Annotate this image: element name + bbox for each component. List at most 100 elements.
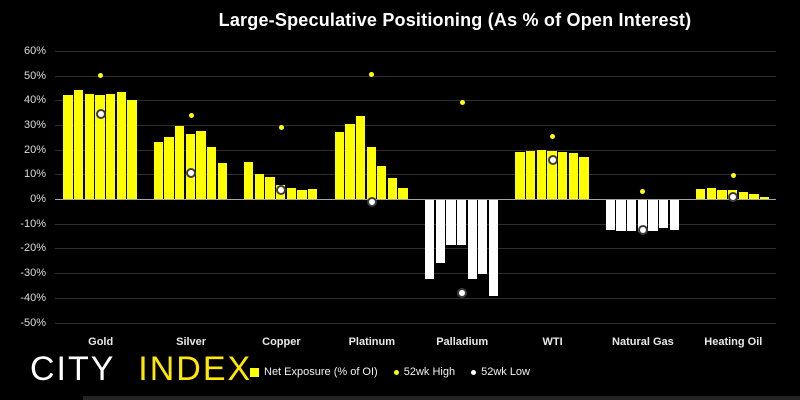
net-exposure-bar	[244, 161, 254, 199]
net-exposure-bar	[467, 200, 477, 279]
gridline	[55, 50, 776, 52]
gridline	[55, 124, 776, 126]
net-exposure-bar	[759, 196, 770, 199]
net-exposure-bar	[488, 200, 499, 297]
high-52wk-dot	[550, 133, 556, 139]
logo-city-text: CITY	[30, 350, 115, 388]
high-52wk-dot	[98, 73, 104, 78]
net-exposure-bar	[106, 94, 116, 199]
net-exposure-bar	[515, 152, 525, 199]
high-52wk-dot	[459, 100, 465, 106]
low-52wk-dot	[637, 224, 648, 235]
category-label: WTI	[542, 336, 563, 348]
net-exposure-bar	[153, 142, 164, 199]
net-exposure-bar	[366, 147, 376, 199]
high-52wk-dot	[369, 71, 375, 77]
low-52wk-dot	[457, 287, 468, 298]
y-axis-tick-label: -20%	[20, 242, 46, 255]
net-exposure-bar	[334, 132, 344, 199]
net-exposure-bar	[84, 94, 95, 199]
net-exposure-bar	[74, 90, 84, 199]
category-label: Palladium	[436, 336, 489, 348]
gridline	[55, 149, 776, 151]
gridline	[55, 322, 776, 324]
net-exposure-bar	[456, 200, 467, 245]
net-exposure-bar	[536, 149, 546, 199]
chart-title: Large-Speculative Positioning (As % of O…	[218, 10, 692, 30]
gridline	[55, 100, 776, 102]
gridline	[55, 75, 776, 77]
net-exposure-bar	[377, 165, 387, 199]
category-label: Silver	[176, 336, 207, 348]
high-52wk-dot	[188, 112, 194, 118]
y-axis-tick-label: 0%	[30, 193, 46, 205]
net-exposure-bar	[605, 200, 615, 230]
net-exposure-bar	[478, 200, 488, 275]
net-exposure-bar	[749, 194, 759, 199]
gridline	[55, 248, 776, 250]
category-label: Heating Oil	[704, 336, 763, 348]
footer-strip	[83, 396, 800, 400]
net-exposure-bar	[207, 147, 217, 199]
legend-52wk-high-label: 52wk High	[403, 366, 456, 378]
y-axis-tick-label: 30%	[23, 118, 46, 131]
net-exposure-bar	[696, 189, 706, 199]
legend-52wk-low-label: 52wk Low	[481, 366, 530, 378]
low-52wk-dot	[366, 196, 377, 207]
y-axis-tick-label: -10%	[20, 217, 46, 230]
low-52wk-dot	[547, 154, 558, 165]
y-axis-tick-label: 20%	[23, 143, 46, 156]
category-label: Natural Gas	[612, 336, 674, 348]
zero-line	[55, 199, 776, 200]
low-52wk-dot	[186, 168, 197, 179]
net-exposure-bar	[127, 100, 137, 199]
y-axis-tick-label: 60%	[23, 44, 46, 57]
y-axis-tick-label: 50%	[23, 69, 46, 82]
y-axis-tick-label: 10%	[23, 168, 46, 181]
legend-item-52wk-low: 52wk Low	[471, 366, 530, 378]
y-axis-tick-label: 40%	[23, 94, 46, 107]
high-52wk-dot	[640, 189, 646, 195]
net-exposure-bar	[286, 187, 297, 199]
net-exposure-bar	[398, 187, 408, 199]
net-exposure-bar	[175, 126, 185, 199]
net-exposure-bar	[308, 189, 318, 199]
net-exposure-bar	[435, 200, 445, 263]
legend-item-52wk-high: 52wk High	[393, 366, 456, 378]
net-exposure-bar	[648, 200, 658, 231]
net-exposure-bar	[525, 150, 536, 199]
legend-net-exposure-label: Net Exposure (% of OI)	[264, 366, 378, 378]
high-52wk-dot	[278, 124, 284, 130]
net-exposure-bar	[254, 174, 265, 199]
net-exposure-bar	[95, 95, 105, 199]
category-label: Platinum	[348, 336, 396, 348]
net-exposure-bar	[185, 133, 196, 199]
net-exposure-bar	[626, 200, 637, 231]
city-index-logo: CITY INDEX	[30, 350, 252, 389]
net-exposure-bar	[557, 152, 568, 199]
net-exposure-bar	[387, 178, 398, 199]
net-exposure-bar	[297, 190, 307, 199]
net-exposure-bar	[196, 131, 206, 199]
net-exposure-bar	[616, 200, 626, 231]
category-label: Gold	[88, 336, 114, 348]
legend-item-net-exposure: Net Exposure (% of OI)	[250, 366, 378, 378]
net-exposure-bar	[568, 153, 578, 199]
high-dot-icon	[393, 369, 399, 375]
net-exposure-bar	[424, 200, 435, 279]
net-exposure-bar	[63, 95, 73, 199]
low-52wk-dot	[276, 185, 287, 196]
net-exposure-bar	[164, 137, 174, 200]
gridline	[55, 297, 776, 299]
net-exposure-bar	[669, 200, 679, 230]
net-exposure-bar	[355, 116, 366, 199]
net-exposure-bar	[738, 191, 748, 199]
net-exposure-swatch-icon	[250, 367, 259, 377]
net-exposure-bar	[706, 187, 716, 199]
high-52wk-dot	[730, 173, 736, 178]
net-exposure-bar	[547, 150, 557, 199]
net-exposure-bar	[717, 190, 727, 199]
net-exposure-bar	[579, 157, 589, 199]
legend: Net Exposure (% of OI) 52wk High 52wk Lo…	[250, 366, 530, 378]
